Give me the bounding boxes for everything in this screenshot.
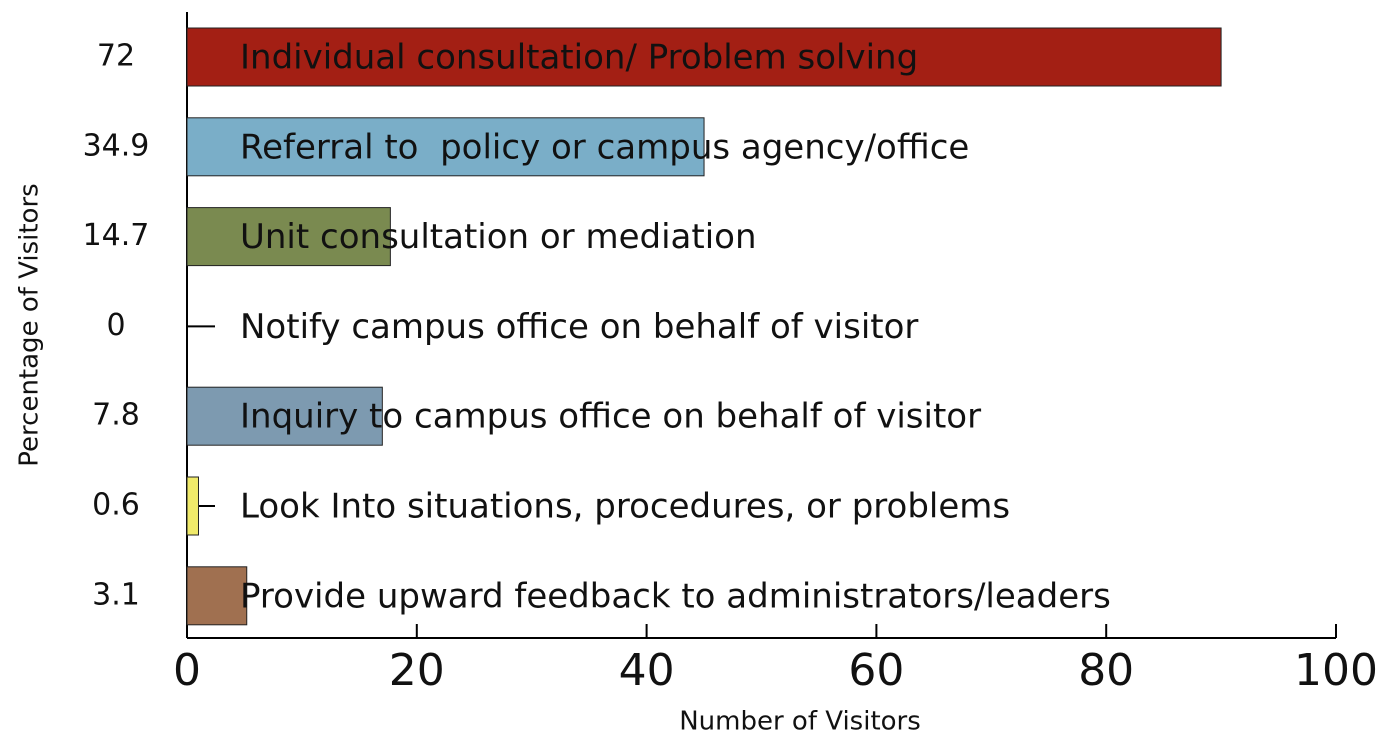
percentage-label: 34.9	[83, 128, 150, 163]
x-axis-label: Number of Visitors	[679, 707, 921, 737]
bar	[186, 566, 248, 626]
category-label: Provide upward feedback to administrator…	[240, 576, 1111, 616]
percentage-label: 0.6	[92, 488, 140, 523]
category-label: Individual consultation/ Problem solving	[240, 38, 918, 78]
x-tick-label: 100	[1294, 645, 1378, 696]
category-label: Unit consultation or mediation	[240, 217, 757, 257]
percentage-label: 72	[97, 39, 135, 74]
category-label: Notify campus office on behalf of visito…	[240, 307, 918, 347]
bar	[186, 117, 705, 177]
y-axis-label: Percentage of Visitors	[15, 183, 45, 466]
percentage-label: 3.1	[92, 577, 140, 612]
x-tick-label: 80	[1078, 645, 1134, 696]
category-label: Look Into situations, procedures, or pro…	[240, 487, 1010, 527]
x-tick-label: 20	[389, 645, 445, 696]
bar	[186, 476, 199, 536]
percentage-label: 7.8	[92, 398, 140, 433]
bar	[186, 27, 1222, 87]
category-label: Referral to policy or campus agency/offi…	[240, 127, 969, 167]
bar	[186, 207, 391, 267]
bar	[186, 386, 383, 446]
percentage-label: 14.7	[83, 218, 150, 253]
category-label: Inquiry to campus office on behalf of vi…	[240, 397, 981, 437]
percentage-label: 0	[106, 308, 125, 343]
x-tick-label: 60	[848, 645, 904, 696]
x-tick-label: 0	[173, 645, 201, 696]
x-tick-label: 40	[619, 645, 675, 696]
